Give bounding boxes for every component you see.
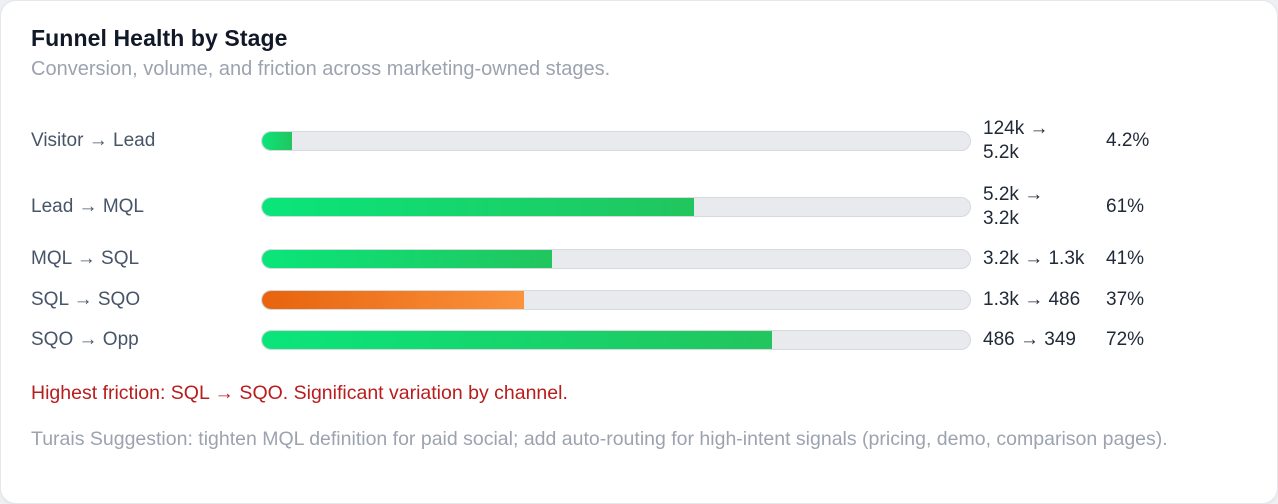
friction-note: Highest friction: SQL → SQO. Significant…: [31, 382, 568, 404]
stage-value-line: 1.3k → 486: [983, 289, 1081, 310]
stage-value-line: 5.2k →: [983, 184, 1044, 205]
stage-values: 124k → 5.2k: [971, 117, 1106, 165]
stage-values: 3.2k → 1.3k: [971, 247, 1106, 271]
suggestion-note: Turais Suggestion: tighten MQL definitio…: [31, 428, 1168, 450]
conversion-pct: 41%: [1106, 248, 1145, 269]
stage-value-line: 3.2k → 1.3k: [983, 248, 1085, 269]
conversion-pct: 4.2%: [1106, 130, 1150, 151]
funnel-row-visitor-lead: Visitor → Lead 124k → 5.2k 4.2%: [31, 117, 1247, 165]
page-title: Funnel Health by Stage: [31, 25, 288, 51]
stage-label: SQL → SQO: [31, 289, 141, 310]
bar-fill: [262, 250, 553, 268]
funnel-rows: Visitor → Lead 124k → 5.2k 4.2% Lead → M…: [31, 117, 1247, 354]
bar-track: [261, 290, 971, 310]
funnel-row-lead-mql: Lead → MQL 5.2k → 3.2k 61%: [31, 183, 1247, 231]
bar-track: [261, 197, 971, 217]
stage-value-line: 124k →: [983, 118, 1049, 139]
stage-label: MQL → SQL: [31, 248, 140, 269]
stage-value-line: 3.2k: [983, 208, 1019, 229]
bar-fill: [262, 331, 772, 349]
bar-track: [261, 330, 971, 350]
stage-label: Lead → MQL: [31, 196, 144, 217]
page-subtitle: Conversion, volume, and friction across …: [31, 58, 611, 80]
conversion-pct: 37%: [1106, 289, 1145, 310]
stage-label: SQO → Opp: [31, 329, 139, 350]
funnel-row-sqo-opp: SQO → Opp 486 → 349 72%: [31, 326, 1247, 354]
conversion-pct: 72%: [1106, 329, 1145, 350]
bar-track: [261, 131, 971, 151]
funnel-row-mql-sql: MQL → SQL 3.2k → 1.3k 41%: [31, 245, 1247, 273]
bar-fill: [262, 132, 292, 150]
stage-values: 1.3k → 486: [971, 288, 1106, 312]
conversion-pct: 61%: [1106, 196, 1145, 217]
stage-values: 5.2k → 3.2k: [971, 183, 1106, 231]
funnel-row-sql-sqo: SQL → SQO 1.3k → 486 37%: [31, 286, 1247, 314]
stage-values: 486 → 349: [971, 328, 1106, 352]
stage-label: Visitor → Lead: [31, 130, 156, 151]
bar-track: [261, 249, 971, 269]
stage-value-line: 486 → 349: [983, 329, 1076, 350]
bar-fill: [262, 291, 524, 309]
stage-value-line: 5.2k: [983, 142, 1019, 163]
bar-fill: [262, 198, 694, 216]
